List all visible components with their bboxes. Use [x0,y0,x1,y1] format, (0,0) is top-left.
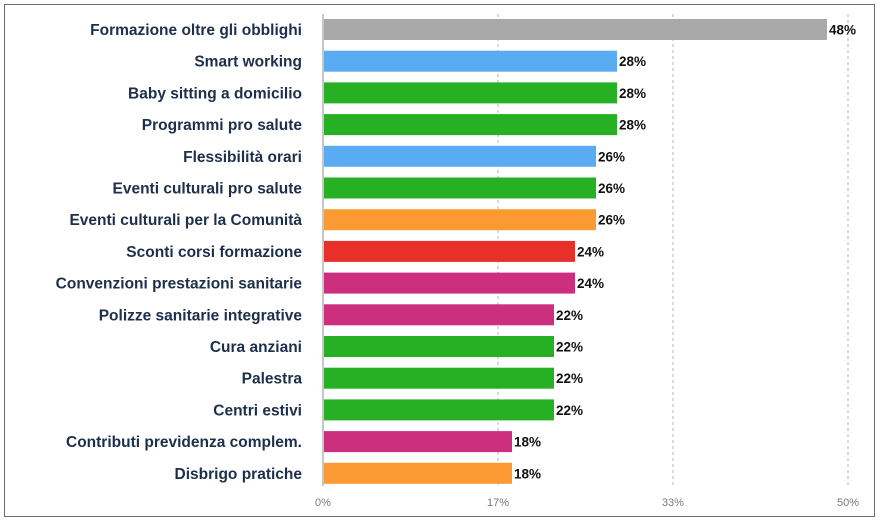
x-tick-label: 50% [837,497,859,509]
bar [324,145,596,167]
value-label: 48% [829,23,856,38]
category-label: Disbrigo pratiche [175,466,303,483]
x-tick-label: 0% [315,497,331,509]
bar [324,19,827,40]
value-label: 26% [598,149,625,164]
value-label: 22% [556,308,583,323]
value-label: 26% [598,181,625,196]
bar [324,462,512,484]
value-label: 22% [556,371,583,386]
value-label: 22% [556,340,583,355]
bar [324,209,596,231]
category-label: Polizze sanitarie integrative [99,307,303,324]
bar [324,272,575,294]
bar [324,50,617,72]
x-tick-label: 17% [487,497,509,509]
value-label: 24% [577,244,604,259]
category-label: Cura anziani [210,339,302,356]
bar [324,240,575,262]
bar [324,304,554,326]
bar [324,336,554,357]
category-label: Contributi previdenza complem. [66,434,302,451]
value-label: 18% [514,435,541,450]
value-label: 22% [556,403,583,418]
category-label: Centri estivi [213,402,302,419]
category-label: Baby sitting a domicilio [128,85,302,102]
category-label: Eventi culturali pro salute [113,181,303,198]
category-label: Eventi culturali per la Comunità [69,212,302,229]
value-label: 28% [619,86,646,101]
category-label: Sconti corsi formazione [126,244,302,261]
category-label: Flessibilità orari [183,149,302,166]
x-tick-label: 33% [662,497,684,509]
category-label: Convenzioni prestazioni sanitarie [56,276,303,293]
category-label: Formazione oltre gli obblighi [90,22,302,39]
bar [324,399,554,421]
category-label: Palestra [242,371,303,388]
category-label: Smart working [194,54,302,71]
value-label: 26% [598,213,625,228]
bar [324,177,596,199]
value-label: 28% [619,54,646,69]
bar [324,82,617,104]
value-label: 28% [619,118,646,133]
bar [324,431,512,453]
bar [324,114,617,136]
value-label: 18% [514,466,541,481]
category-label: Programmi pro salute [142,117,303,134]
value-label: 24% [577,276,604,291]
bar [324,367,554,389]
